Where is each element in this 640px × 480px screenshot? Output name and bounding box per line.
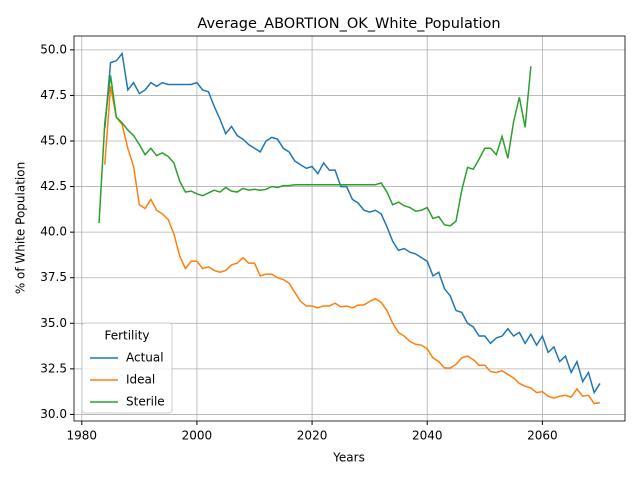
data-line xyxy=(98,66,532,227)
y-axis-label: % of White Population xyxy=(14,162,28,294)
y-tick-label: 45.0 xyxy=(40,134,67,148)
x-tick-label: 1980 xyxy=(66,429,97,443)
y-tick-label: 42.5 xyxy=(40,179,67,193)
legend-label: Sterile xyxy=(126,395,165,409)
y-tick-label: 50.0 xyxy=(40,42,67,56)
y-tick-label: 47.5 xyxy=(40,88,67,102)
chart-title: Average_ABORTION_OK_White_Population xyxy=(197,16,500,32)
legend-label: Ideal xyxy=(126,373,155,387)
data-line xyxy=(104,51,601,395)
x-axis-label: Years xyxy=(332,451,365,465)
y-tick-label: 35.0 xyxy=(40,316,67,330)
legend-label: Actual xyxy=(126,351,164,365)
y-tick-label: 40.0 xyxy=(40,225,67,239)
y-tick-label: 37.5 xyxy=(40,270,67,284)
y-tick-label: 30.0 xyxy=(40,407,67,421)
x-tick-label: 2060 xyxy=(527,429,558,443)
x-tick-label: 2000 xyxy=(182,429,213,443)
y-tick-label: 32.5 xyxy=(40,361,67,375)
x-tick-label: 2040 xyxy=(412,429,443,443)
x-tick-label: 2020 xyxy=(297,429,328,443)
plot-frame xyxy=(73,35,626,422)
data-line xyxy=(104,86,601,405)
legend-title: Fertility xyxy=(104,329,149,343)
legend-box xyxy=(81,322,173,414)
